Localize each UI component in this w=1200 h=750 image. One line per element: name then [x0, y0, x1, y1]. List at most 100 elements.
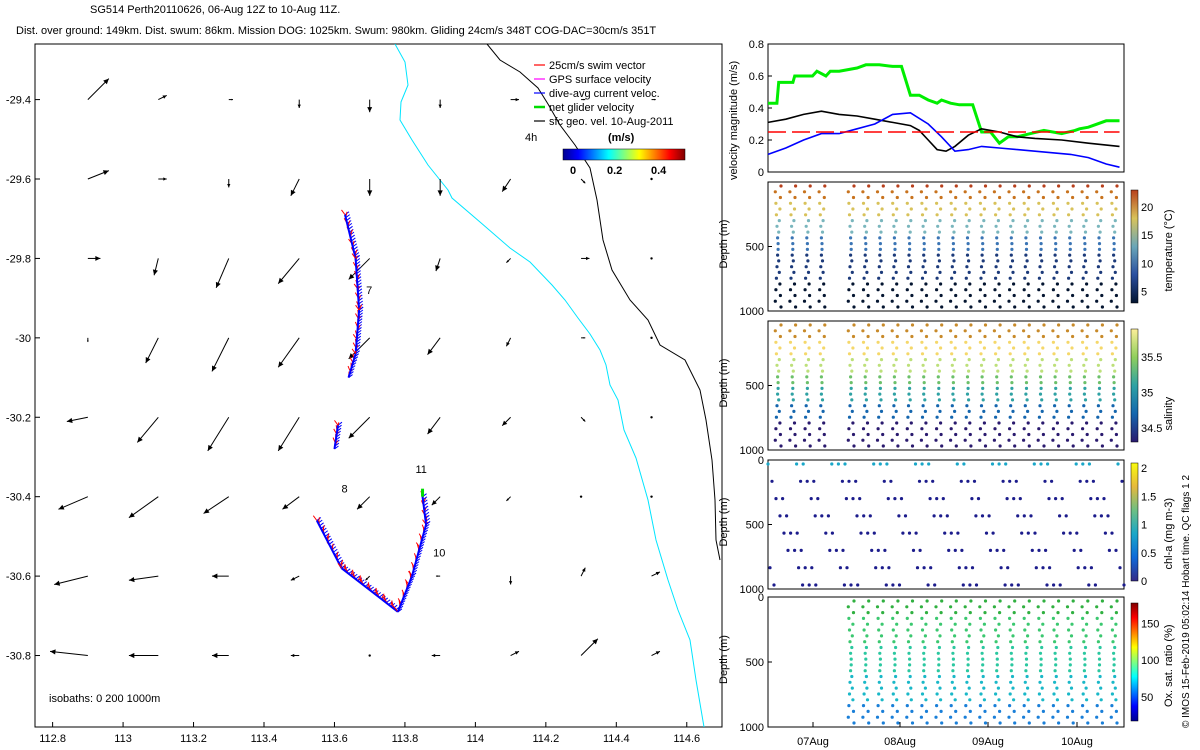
profile-point: [814, 583, 818, 587]
profile-point: [1067, 265, 1071, 269]
profile-point: [996, 686, 1001, 690]
profile-point: [823, 184, 827, 188]
profile-point: [891, 288, 895, 292]
profile-point: [891, 352, 895, 356]
profile-point: [909, 634, 913, 638]
profile-point: [1010, 663, 1014, 667]
profile-point: [923, 230, 927, 234]
profile-point: [1067, 213, 1071, 217]
profile-point: [856, 583, 860, 587]
profile-point: [847, 427, 851, 431]
profile-point: [913, 462, 918, 466]
profile-point: [778, 432, 783, 437]
profile-point: [808, 334, 812, 339]
profile-point: [896, 184, 900, 188]
profile-point: [847, 201, 851, 205]
profile-point: [1068, 386, 1072, 390]
profile-point: [768, 566, 772, 570]
profile-point: [939, 293, 943, 298]
profile-point: [994, 265, 998, 269]
profile-point: [1027, 611, 1031, 615]
profile-point: [878, 386, 883, 390]
geo-vector: [277, 337, 300, 368]
profile-point: [997, 207, 1001, 211]
colorbar-axis-label: salinity: [1163, 396, 1175, 430]
profile-point: [928, 497, 932, 501]
geo-vector-head: [515, 97, 520, 102]
profile-point: [954, 599, 958, 603]
profile-point: [1054, 663, 1058, 667]
temperature-frame: [767, 181, 1125, 312]
profile-point: [1027, 323, 1031, 327]
colorbar-unit: (m/s): [608, 132, 635, 144]
profile-point: [809, 497, 813, 501]
profile-point: [895, 432, 899, 437]
profile-point: [847, 352, 852, 356]
profile-point: [786, 548, 790, 553]
profile-point: [953, 421, 957, 425]
profile-point: [1008, 628, 1012, 632]
profile-point: [1099, 282, 1103, 286]
profile-point: [791, 247, 795, 251]
profile-point: [861, 201, 866, 205]
profile-point: [952, 259, 956, 263]
profile-point: [1040, 634, 1044, 638]
profile-point: [1042, 721, 1046, 725]
profile-point: [950, 404, 954, 408]
geo-vector-head: [290, 576, 296, 581]
profile-point: [979, 265, 984, 269]
profile-point: [823, 323, 827, 327]
profile-point: [1023, 224, 1027, 228]
geo-vector-head: [367, 107, 373, 113]
profile-point: [1071, 195, 1075, 200]
profile-point: [1025, 230, 1029, 234]
profile-point: [890, 605, 894, 609]
profile-point: [1115, 184, 1119, 188]
profile-point: [1100, 444, 1104, 448]
profile-point: [951, 669, 955, 673]
geo-vector-dot: [650, 257, 653, 260]
profile-point: [852, 721, 856, 725]
profile-point: [952, 230, 956, 234]
profile-point: [982, 346, 987, 350]
profile-point: [939, 514, 943, 518]
profile-point: [851, 709, 856, 714]
profile-point: [980, 669, 984, 673]
profile-point: [850, 358, 854, 362]
profile-point: [906, 628, 910, 632]
profile-point: [949, 605, 953, 609]
legend-net: net glider velocity: [549, 102, 634, 114]
profile-point: [1109, 299, 1113, 303]
velocity-series-line: [768, 63, 1120, 146]
profile-point: [923, 369, 927, 373]
profile-point: [992, 299, 997, 303]
profile-point: [965, 363, 969, 367]
profile-point: [1085, 432, 1089, 437]
profile-point: [966, 381, 970, 385]
profile-point: [922, 381, 926, 385]
profile-point: [1070, 207, 1074, 211]
profile-point: [906, 680, 911, 684]
profile-point: [1110, 704, 1114, 708]
colorbar-tick-1: 0.2: [607, 165, 622, 177]
velocity-ytick-label: 0.4: [749, 103, 764, 115]
profile-point: [775, 224, 779, 228]
profile-point: [1024, 392, 1028, 396]
profile-point: [962, 462, 966, 466]
profile-point: [788, 201, 793, 205]
profile-point: [921, 404, 925, 408]
profile-point: [892, 253, 897, 257]
profile-point: [906, 224, 911, 228]
geo-vector-head: [367, 190, 373, 196]
profile-point: [1037, 213, 1041, 217]
profile-point: [949, 715, 953, 719]
profile-point: [1064, 514, 1068, 518]
profile-point: [1034, 566, 1038, 570]
profile-point: [982, 622, 987, 626]
profile-point: [922, 669, 926, 673]
profile-point: [804, 352, 808, 356]
profile-point: [950, 692, 954, 696]
profile-point: [881, 323, 885, 327]
time-scale-label: 4h: [525, 132, 537, 144]
profile-point: [776, 236, 780, 240]
